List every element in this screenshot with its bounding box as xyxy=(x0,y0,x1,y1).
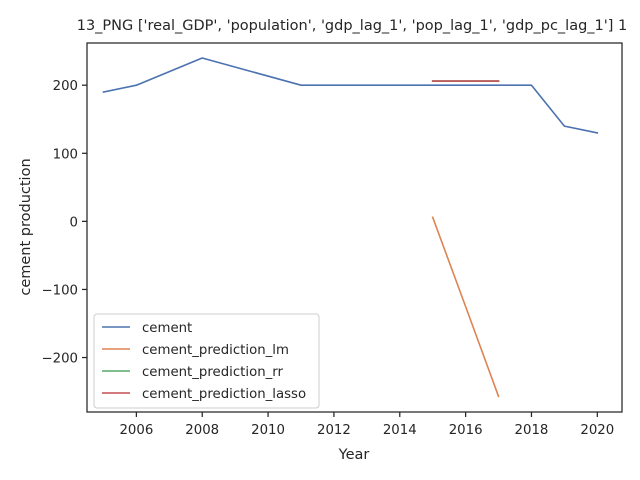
x-tick-label: 2014 xyxy=(383,423,417,438)
x-tick-label: 2020 xyxy=(580,423,614,438)
x-tick-label: 2010 xyxy=(251,423,285,438)
y-tick-label: −100 xyxy=(41,283,78,298)
legend-label: cement_prediction_rr xyxy=(142,365,284,380)
series-line-cement xyxy=(102,57,599,134)
y-axis-ticks: −200 −100 0 100 200 xyxy=(41,79,87,367)
y-tick-label: 200 xyxy=(53,79,78,94)
plot-series xyxy=(102,57,599,398)
legend: cement cement_prediction_lm cement_predict… xyxy=(93,313,320,409)
legend-label: cement_prediction_lm xyxy=(142,343,289,358)
y-tick-label: 0 xyxy=(70,215,78,230)
y-tick-label: −200 xyxy=(41,352,78,367)
series-line-cement-prediction-lm xyxy=(431,216,500,398)
y-axis-label: cement production xyxy=(18,158,34,295)
x-tick-label: 2006 xyxy=(119,423,153,438)
plot-area-frame xyxy=(86,42,623,413)
x-tick-label: 2018 xyxy=(515,423,549,438)
y-tick-label: 100 xyxy=(53,147,78,162)
x-tick-label: 2012 xyxy=(317,423,351,438)
legend-label: cement_prediction_lasso xyxy=(142,387,306,402)
legend-label: cement xyxy=(142,321,192,336)
x-axis-label: Year xyxy=(338,447,370,463)
x-tick-label: 2008 xyxy=(185,423,219,438)
legend-box xyxy=(93,313,320,409)
x-tick-label: 2016 xyxy=(449,423,483,438)
x-axis-ticks: 2006 2008 2010 2012 2014 2016 2018 2020 xyxy=(119,412,614,438)
chart-title: 13_PNG ['real_GDP', 'population', 'gdp_l… xyxy=(77,18,628,34)
